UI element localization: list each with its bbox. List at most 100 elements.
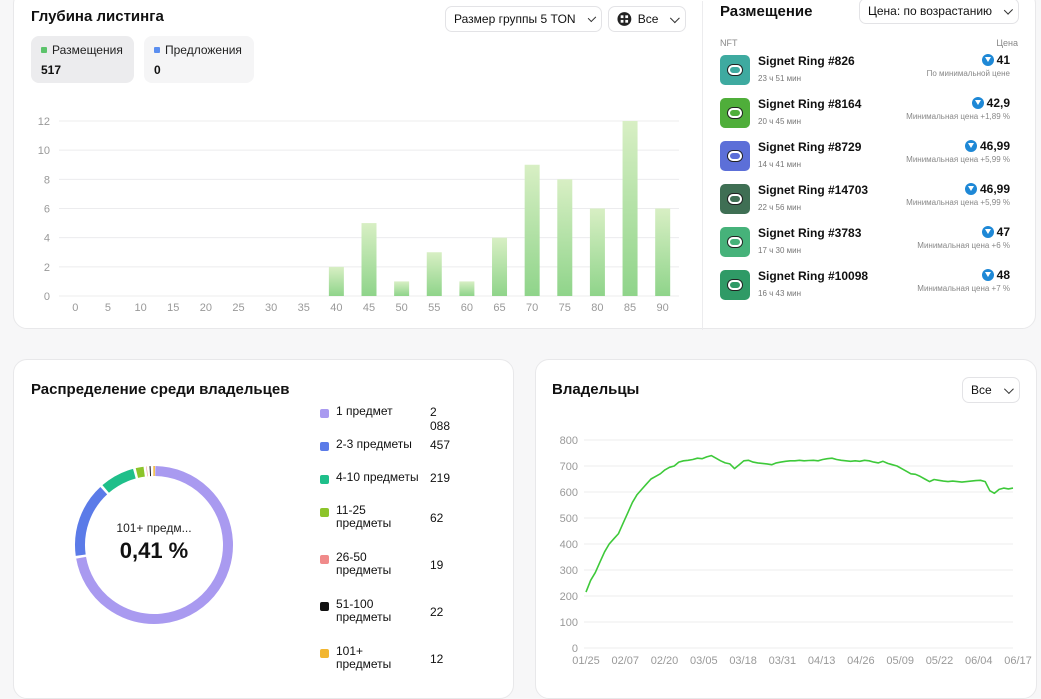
x-tick-label: 70 [526, 302, 538, 314]
x-tick-label: 20 [200, 302, 212, 314]
x-tick-label: 50 [396, 302, 408, 314]
listing-time: 16 ч 43 мин [758, 289, 801, 298]
x-tick-label: 65 [493, 302, 505, 314]
price-value: 47 [997, 225, 1010, 239]
distribution-title: Распределение среди владельцев [31, 381, 289, 398]
legend-value: 22 [430, 605, 443, 619]
nft-name: Signet Ring #10098 [758, 269, 868, 283]
x-tick-label: 15 [167, 302, 179, 314]
nft-thumbnail [720, 270, 750, 300]
card-divider [702, 1, 703, 330]
sort-label: Цена: по возрастанию [868, 4, 992, 18]
x-tick-label: 30 [265, 302, 277, 314]
bar [623, 121, 638, 296]
bar [362, 223, 377, 296]
x-tick-label: 90 [657, 302, 669, 314]
donut-center-value: 0,41 % [64, 538, 244, 564]
legend-value: 219 [430, 471, 450, 485]
bar [394, 281, 409, 296]
bar [557, 179, 572, 296]
legend-swatch [320, 508, 329, 517]
ton-icon [965, 183, 977, 195]
legend-value: 2 088 [430, 405, 450, 433]
price-note: Минимальная цена +5,99 % [870, 155, 1010, 164]
y-tick-label: 600 [560, 487, 578, 499]
listings-title: Размещение [720, 3, 812, 20]
owners-series-line [586, 456, 1013, 592]
nft-thumbnail [720, 184, 750, 214]
y-tick-label: 12 [38, 116, 50, 128]
x-tick-label: 40 [330, 302, 342, 314]
y-tick-label: 400 [560, 539, 578, 551]
y-tick-label: 200 [560, 591, 578, 603]
owners-title: Владельцы [552, 381, 639, 398]
nft-name: Signet Ring #3783 [758, 226, 861, 240]
legend-swatch [320, 475, 329, 484]
y-tick-label: 10 [38, 145, 50, 157]
y-tick-label: 100 [560, 617, 578, 629]
x-tick-label: 55 [428, 302, 440, 314]
listing-time: 17 ч 30 мин [758, 246, 801, 255]
bar [655, 209, 670, 297]
price-note: Минимальная цена +5,99 % [870, 198, 1010, 207]
legend-swatch [320, 442, 329, 451]
legend-label: 2-3 предметы [336, 438, 436, 451]
ton-icon [982, 269, 994, 281]
nft-name: Signet Ring #826 [758, 54, 855, 68]
listing-price: 42,9 Минимальная цена +1,89 % [870, 96, 1010, 121]
donut-center-label: 101+ предм... [64, 521, 244, 535]
price-note: Минимальная цена +1,89 % [870, 112, 1010, 121]
x-tick-label: 35 [298, 302, 310, 314]
x-tick-label: 06/04 [965, 655, 993, 667]
x-tick-label: 05/09 [886, 655, 914, 667]
x-tick-label: 25 [232, 302, 244, 314]
price-value: 46,99 [980, 182, 1010, 196]
ring-icon [728, 280, 742, 290]
y-tick-label: 0 [44, 291, 50, 303]
nft-thumbnail [720, 55, 750, 85]
legend-swatch [320, 649, 329, 658]
nft-thumbnail [720, 98, 750, 128]
x-tick-label: 01/25 [572, 655, 600, 667]
y-tick-label: 6 [44, 204, 50, 216]
ton-icon [972, 97, 984, 109]
listing-time: 23 ч 51 мин [758, 74, 801, 83]
bar [329, 267, 344, 296]
price-note: По минимальной цене [870, 69, 1010, 78]
ton-icon [982, 226, 994, 238]
price-value: 46,99 [980, 139, 1010, 153]
bar [459, 281, 474, 296]
legend-swatch [320, 555, 329, 564]
x-tick-label: 03/31 [769, 655, 797, 667]
legend-value: 19 [430, 558, 443, 572]
price-value: 42,9 [987, 96, 1010, 110]
ton-icon [982, 54, 994, 66]
x-tick-label: 03/18 [729, 655, 757, 667]
bar [525, 165, 540, 296]
x-tick-label: 60 [461, 302, 473, 314]
col-price-header: Цена [996, 38, 1018, 48]
listing-depth-card: Глубина листинга Размер группы 5 TON Все… [13, 0, 1036, 329]
legend-swatch [320, 602, 329, 611]
legend-value: 457 [430, 438, 450, 452]
x-tick-label: 10 [134, 302, 146, 314]
legend-label: 51-100 предметы [336, 598, 398, 624]
sort-dropdown[interactable]: Цена: по возрастанию [859, 0, 1019, 24]
x-tick-label: 05/22 [926, 655, 954, 667]
owners-filter-dropdown[interactable]: Все [962, 377, 1020, 403]
